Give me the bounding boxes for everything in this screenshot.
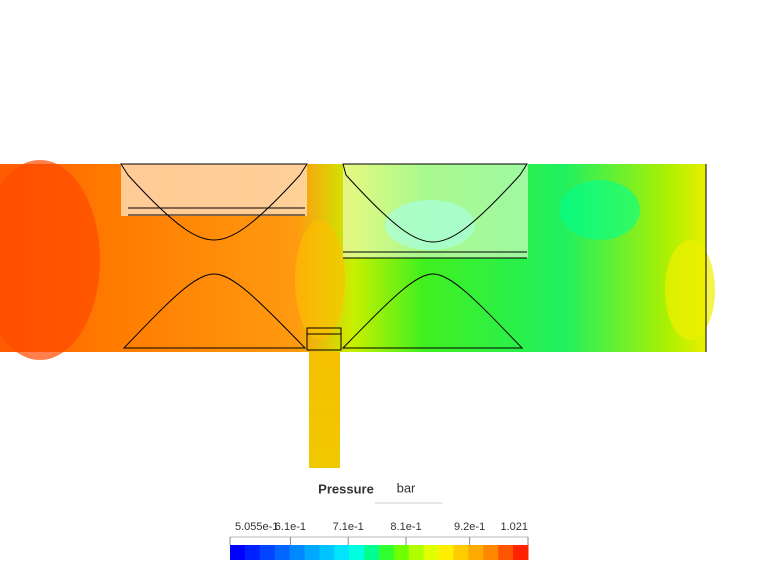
tick-label: 5.055e-1 xyxy=(235,521,278,533)
color-step xyxy=(423,545,440,560)
outline xyxy=(120,163,308,241)
color-step xyxy=(364,545,380,560)
colorbar: 5.055e-16.1e-1 7.1e-1 8.1e-1 9.2e-1 1.021 xyxy=(229,521,529,560)
legend-unit: bar xyxy=(397,480,416,495)
region xyxy=(560,180,640,240)
color-step xyxy=(274,545,291,560)
color-step xyxy=(379,545,395,560)
legend-title: Pressure xyxy=(318,481,374,496)
color-step xyxy=(453,545,469,560)
color-step xyxy=(408,545,425,560)
color-step xyxy=(438,545,454,560)
color-step xyxy=(304,545,320,560)
color-step xyxy=(498,545,514,560)
geometry-outline xyxy=(120,163,707,352)
region xyxy=(665,240,715,340)
region xyxy=(0,160,100,360)
tick-label: 7.1e-1 xyxy=(333,521,364,533)
color-step xyxy=(289,545,305,560)
color-step xyxy=(334,545,350,560)
color-step xyxy=(319,545,335,560)
outline xyxy=(306,327,342,351)
color-step xyxy=(259,545,276,560)
flow-field xyxy=(0,160,715,468)
color-step xyxy=(349,545,365,560)
color-step xyxy=(244,545,261,560)
color-step xyxy=(393,545,410,560)
block xyxy=(121,164,307,216)
tick-label: 9.2e-1 xyxy=(454,521,485,533)
outline xyxy=(341,273,524,349)
color-step xyxy=(483,545,499,560)
region xyxy=(295,220,345,340)
color-step xyxy=(468,545,484,560)
inlet-pipe xyxy=(309,352,340,468)
tick-label: 1.021 xyxy=(500,521,528,533)
color-step xyxy=(513,545,529,560)
outline xyxy=(122,273,307,349)
tick-label: 8.1e-1 xyxy=(390,521,421,533)
block xyxy=(343,164,528,258)
outline xyxy=(342,163,528,243)
color-step xyxy=(230,545,246,560)
tick-label: 6.1e-1 xyxy=(275,521,306,533)
